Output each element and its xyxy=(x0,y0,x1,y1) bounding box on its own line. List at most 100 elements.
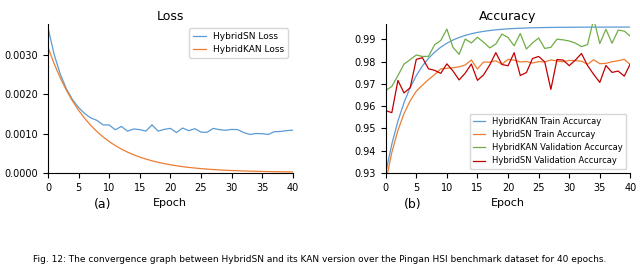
HybridSN Loss xyxy=(166,127,174,130)
HybridKAN Validation Accurcay xyxy=(449,46,457,49)
HybridSN Loss xyxy=(289,129,296,132)
HybridKAN Loss xyxy=(228,169,236,172)
HybridSN Validation Accurcay xyxy=(467,62,475,66)
HybridKAN Validation Accurcay xyxy=(492,42,500,46)
HybridKAN Loss xyxy=(216,168,223,172)
HybridSN Loss xyxy=(216,128,223,131)
HybridSN Train Accurcay xyxy=(431,73,438,76)
HybridSN Train Accurcay xyxy=(425,78,433,81)
Title: Loss: Loss xyxy=(157,9,184,23)
HybridSN Validation Accurcay xyxy=(535,55,543,58)
HybridKAN Validation Accurcay xyxy=(412,53,420,57)
HybridSN Train Accurcay xyxy=(443,67,451,70)
HybridSN Loss xyxy=(173,131,180,134)
HybridKAN Validation Accurcay xyxy=(535,36,543,40)
HybridSN Validation Accurcay xyxy=(419,56,426,59)
HybridSN Validation Accurcay xyxy=(437,72,445,75)
Line: HybridKAN Validation Accurcay: HybridKAN Validation Accurcay xyxy=(386,19,630,91)
HybridKAN Train Accurcay xyxy=(437,45,445,49)
HybridKAN Train Accurcay xyxy=(425,57,433,60)
HybridSN Train Accurcay xyxy=(467,58,475,62)
HybridSN Train Accurcay xyxy=(596,62,604,65)
HybridKAN Train Accurcay xyxy=(492,28,500,32)
HybridKAN Loss xyxy=(51,62,58,65)
HybridSN Train Accurcay xyxy=(614,59,622,62)
HybridKAN Validation Accurcay xyxy=(553,38,561,41)
HybridKAN Train Accurcay xyxy=(572,26,579,29)
HybridSN Train Accurcay xyxy=(565,59,573,62)
HybridSN Validation Accurcay xyxy=(406,86,414,90)
HybridSN Train Accurcay xyxy=(627,63,634,66)
X-axis label: Epoch: Epoch xyxy=(491,198,525,208)
HybridKAN Validation Accurcay xyxy=(388,85,396,88)
HybridKAN Loss xyxy=(124,150,131,154)
Line: HybridSN Loss: HybridSN Loss xyxy=(48,28,292,134)
Line: HybridSN Train Accurcay: HybridSN Train Accurcay xyxy=(386,59,630,182)
HybridKAN Train Accurcay xyxy=(614,25,622,29)
HybridKAN Train Accurcay xyxy=(523,26,531,30)
HybridKAN Validation Accurcay xyxy=(498,32,506,36)
HybridKAN Train Accurcay xyxy=(590,25,598,29)
HybridSN Validation Accurcay xyxy=(474,79,481,82)
HybridSN Train Accurcay xyxy=(559,60,567,63)
HybridKAN Loss xyxy=(93,130,100,133)
Line: HybridKAN Loss: HybridKAN Loss xyxy=(48,47,292,172)
HybridSN Validation Accurcay xyxy=(627,62,634,65)
HybridKAN Validation Accurcay xyxy=(578,45,586,48)
HybridKAN Train Accurcay xyxy=(498,28,506,31)
HybridKAN Loss xyxy=(68,99,76,103)
HybridSN Validation Accurcay xyxy=(443,62,451,66)
HybridSN Validation Accurcay xyxy=(559,58,567,62)
HybridSN Loss xyxy=(264,133,272,136)
HybridSN Loss xyxy=(276,130,284,133)
HybridKAN Loss xyxy=(259,170,266,173)
HybridKAN Train Accurcay xyxy=(516,27,524,30)
HybridSN Train Accurcay xyxy=(590,58,598,61)
HybridSN Validation Accurcay xyxy=(498,63,506,66)
HybridKAN Validation Accurcay xyxy=(547,46,555,49)
X-axis label: Epoch: Epoch xyxy=(154,198,188,208)
HybridSN Train Accurcay xyxy=(541,60,548,64)
HybridKAN Loss xyxy=(289,170,296,174)
HybridKAN Loss xyxy=(209,168,217,171)
HybridSN Validation Accurcay xyxy=(541,60,548,64)
HybridKAN Loss xyxy=(204,167,211,171)
HybridKAN Loss xyxy=(283,170,291,174)
HybridKAN Loss xyxy=(136,155,143,159)
HybridKAN Loss xyxy=(185,166,193,169)
HybridKAN Loss xyxy=(63,88,70,92)
HybridKAN Validation Accurcay xyxy=(400,62,408,66)
HybridSN Train Accurcay xyxy=(412,90,420,93)
HybridKAN Loss xyxy=(130,153,138,157)
HybridSN Loss xyxy=(209,127,217,130)
HybridKAN Train Accurcay xyxy=(541,26,548,29)
HybridSN Validation Accurcay xyxy=(516,74,524,77)
HybridKAN Train Accurcay xyxy=(388,143,396,146)
Title: Accuracy: Accuracy xyxy=(479,9,537,23)
HybridKAN Loss xyxy=(246,169,253,173)
HybridKAN Validation Accurcay xyxy=(584,43,591,46)
HybridKAN Validation Accurcay xyxy=(516,32,524,35)
Legend: HybridSN Loss, HybridKAN Loss: HybridSN Loss, HybridKAN Loss xyxy=(189,28,288,58)
HybridKAN Validation Accurcay xyxy=(461,37,469,41)
HybridKAN Validation Accurcay xyxy=(382,89,390,92)
HybridKAN Loss xyxy=(276,170,284,174)
HybridKAN Loss xyxy=(240,169,248,173)
HybridSN Train Accurcay xyxy=(394,129,402,132)
HybridKAN Train Accurcay xyxy=(608,25,616,29)
HybridSN Loss xyxy=(240,131,248,134)
HybridKAN Train Accurcay xyxy=(455,36,463,39)
HybridKAN Loss xyxy=(191,166,198,170)
HybridKAN Validation Accurcay xyxy=(614,28,622,32)
HybridKAN Train Accurcay xyxy=(565,26,573,29)
HybridKAN Loss xyxy=(166,163,174,167)
HybridKAN Train Accurcay xyxy=(443,42,451,45)
Text: Fig. 12: The convergence graph between HybridSN and its KAN version over the Pin: Fig. 12: The convergence graph between H… xyxy=(33,255,607,264)
HybridSN Loss xyxy=(136,128,143,131)
HybridKAN Loss xyxy=(99,135,107,139)
HybridSN Loss xyxy=(56,73,64,76)
HybridSN Validation Accurcay xyxy=(480,73,488,76)
HybridSN Validation Accurcay xyxy=(510,51,518,54)
HybridSN Train Accurcay xyxy=(547,58,555,62)
HybridKAN Validation Accurcay xyxy=(480,40,488,44)
